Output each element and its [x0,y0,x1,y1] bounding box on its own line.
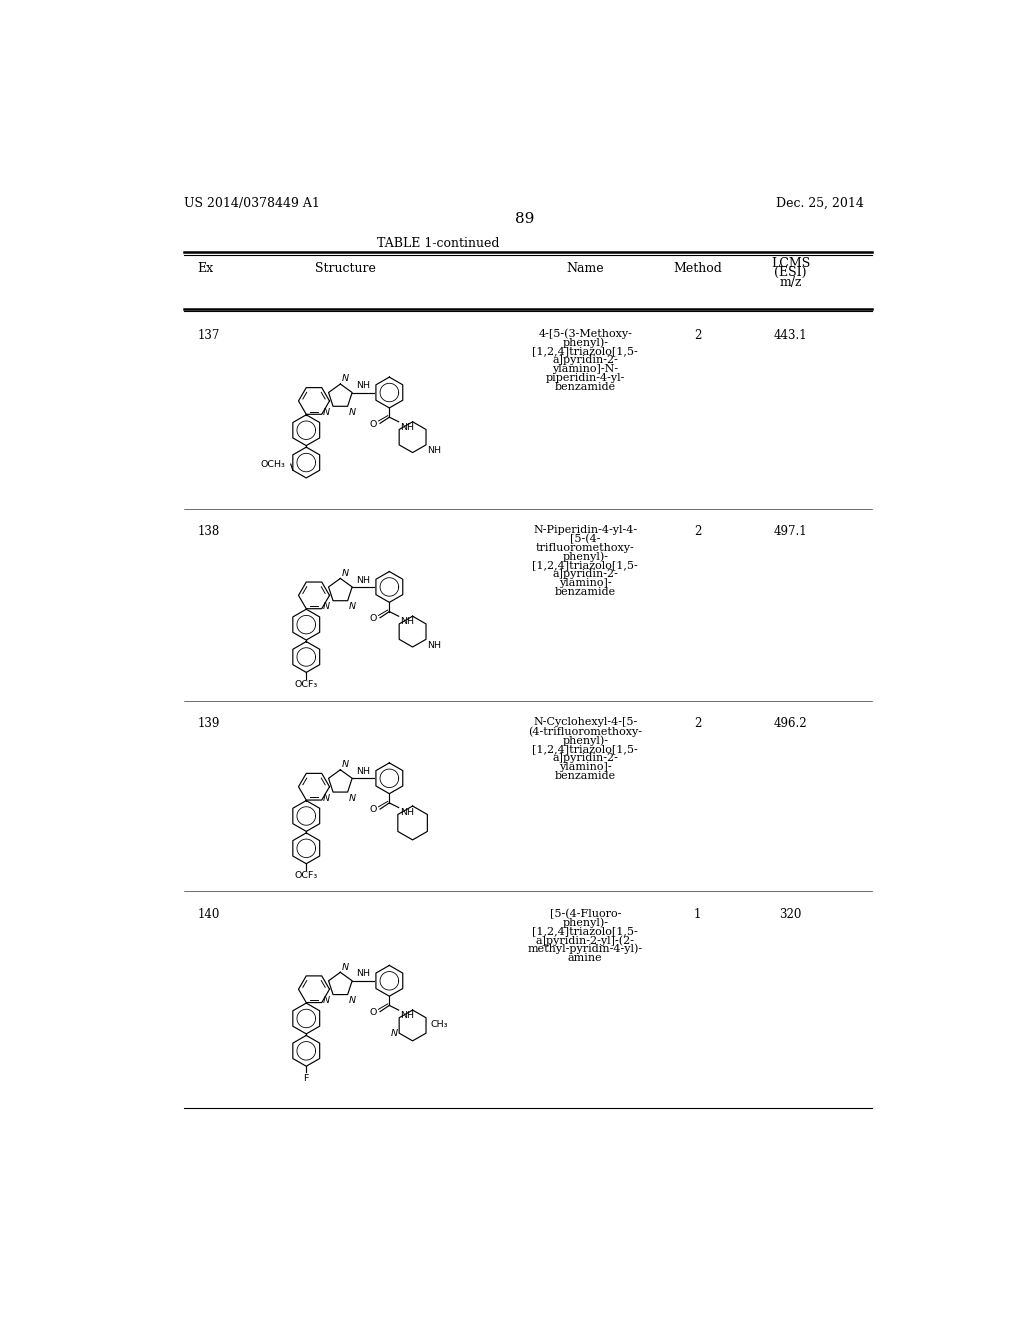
Text: a]pyridin-2-: a]pyridin-2- [552,355,618,366]
Text: NH: NH [356,576,370,585]
Text: N: N [348,602,355,611]
Text: 320: 320 [779,908,802,921]
Text: Dec. 25, 2014: Dec. 25, 2014 [776,197,864,210]
Text: N: N [323,408,330,417]
Text: CH₃: CH₃ [430,1020,447,1030]
Text: 443.1: 443.1 [774,329,808,342]
Text: NH: NH [356,381,370,391]
Text: amine: amine [568,953,602,962]
Text: O: O [370,805,377,814]
Text: methyl-pyridin-4-yl)-: methyl-pyridin-4-yl)- [527,944,643,954]
Text: a]pyridin-2-yl]-(2-: a]pyridin-2-yl]-(2- [536,935,635,945]
Text: a]pyridin-2-: a]pyridin-2- [552,569,618,579]
Text: NH: NH [428,640,441,649]
Text: ylamino]-: ylamino]- [559,762,611,772]
Text: F: F [303,1074,309,1082]
Text: benzamide: benzamide [555,381,615,392]
Text: 4-[5-(3-Methoxy-: 4-[5-(3-Methoxy- [539,329,632,339]
Text: N: N [323,997,330,1005]
Text: 89: 89 [515,213,535,226]
Text: OCF₃: OCF₃ [295,680,317,689]
Text: phenyl)-: phenyl)- [562,735,608,746]
Text: ylamino]-: ylamino]- [559,578,611,587]
Text: Method: Method [673,263,722,276]
Text: NH: NH [400,422,414,432]
Text: Ex: Ex [198,263,214,276]
Text: [5-(4-: [5-(4- [570,533,600,544]
Text: US 2014/0378449 A1: US 2014/0378449 A1 [183,197,319,210]
Text: 139: 139 [198,718,220,730]
Text: phenyl)-: phenyl)- [562,338,608,348]
Text: N: N [348,793,355,803]
Text: LCMS: LCMS [771,257,810,271]
Text: N-Cyclohexyl-4-[5-: N-Cyclohexyl-4-[5- [534,718,637,727]
Text: Name: Name [566,263,604,276]
Text: N: N [342,760,349,770]
Text: a]pyridin-2-: a]pyridin-2- [552,752,618,763]
Text: m/z: m/z [779,276,802,289]
Text: [1,2,4]triazolo[1,5-: [1,2,4]triazolo[1,5- [532,927,638,936]
Text: benzamide: benzamide [555,771,615,780]
Text: N: N [390,1028,397,1038]
Text: 2: 2 [694,718,701,730]
Text: N: N [342,962,349,972]
Text: O: O [370,614,377,623]
Text: N: N [348,997,355,1005]
Text: [1,2,4]triazolo[1,5-: [1,2,4]triazolo[1,5- [532,744,638,754]
Text: 137: 137 [198,329,220,342]
Text: 497.1: 497.1 [774,525,808,539]
Text: (4-trifluoromethoxy-: (4-trifluoromethoxy- [528,726,642,737]
Text: NH: NH [428,446,441,455]
Text: 138: 138 [198,525,220,539]
Text: trifluoromethoxy-: trifluoromethoxy- [536,543,635,553]
Text: N-Piperidin-4-yl-4-: N-Piperidin-4-yl-4- [534,525,637,535]
Text: phenyl)-: phenyl)- [562,917,608,928]
Text: NH: NH [400,808,414,817]
Text: TABLE 1-continued: TABLE 1-continued [377,238,500,249]
Text: phenyl)-: phenyl)- [562,552,608,562]
Text: O: O [370,420,377,429]
Text: [1,2,4]triazolo[1,5-: [1,2,4]triazolo[1,5- [532,561,638,570]
Text: benzamide: benzamide [555,587,615,597]
Text: N: N [342,375,349,383]
Text: Structure: Structure [314,263,376,276]
Text: N: N [323,793,330,803]
Text: NH: NH [356,767,370,776]
Text: NH: NH [400,1011,414,1020]
Text: ylamino]-N-: ylamino]-N- [552,364,618,374]
Text: N: N [323,602,330,611]
Text: [1,2,4]triazolo[1,5-: [1,2,4]triazolo[1,5- [532,346,638,356]
Text: NH: NH [400,616,414,626]
Text: 2: 2 [694,525,701,539]
Text: NH: NH [356,969,370,978]
Text: 2: 2 [694,329,701,342]
Text: 1: 1 [694,908,701,921]
Text: OCH₃: OCH₃ [260,459,286,469]
Text: N: N [348,408,355,417]
Text: 140: 140 [198,908,220,921]
Text: piperidin-4-yl-: piperidin-4-yl- [546,372,625,383]
Text: (ESI): (ESI) [774,267,807,280]
Text: N: N [342,569,349,578]
Text: 496.2: 496.2 [774,718,808,730]
Text: [5-(4-Fluoro-: [5-(4-Fluoro- [550,908,621,919]
Text: O: O [370,1008,377,1016]
Text: OCF₃: OCF₃ [295,871,317,880]
